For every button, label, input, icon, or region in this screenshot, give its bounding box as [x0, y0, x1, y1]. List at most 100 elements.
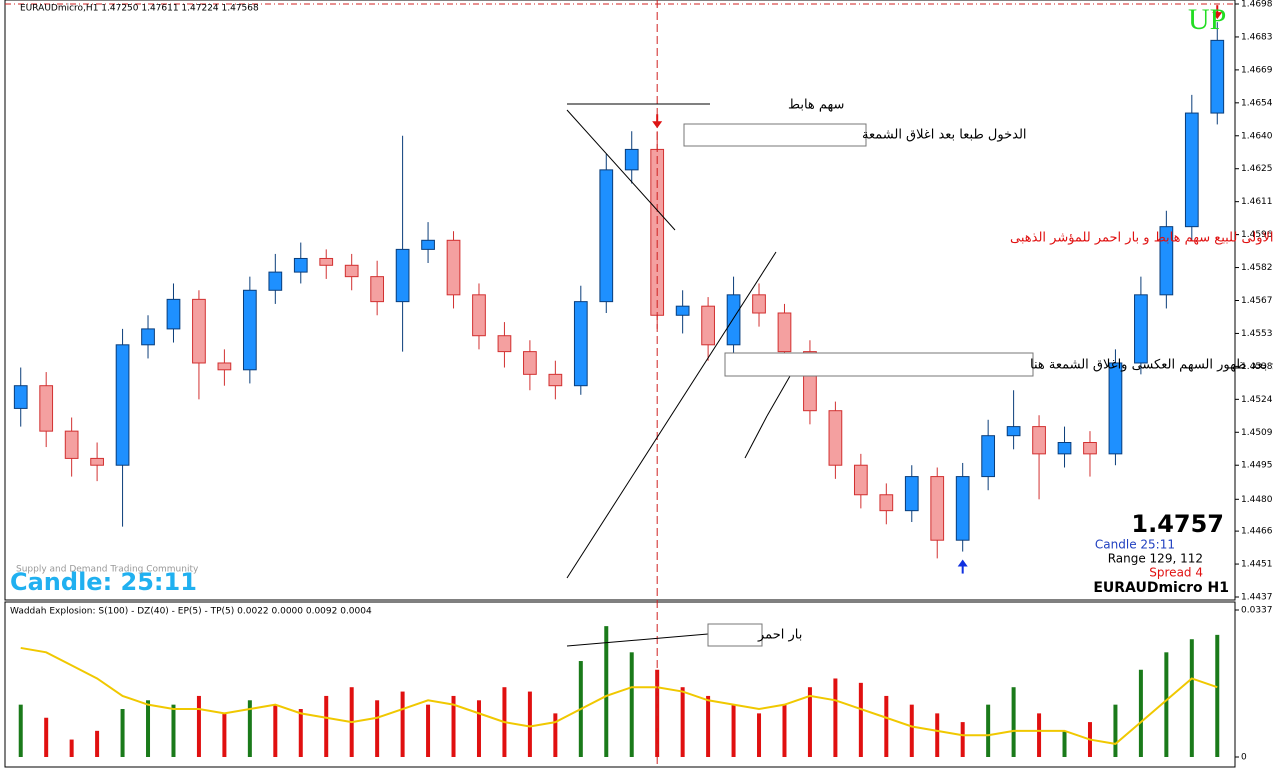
y-tick-label: 1.45240: [1241, 395, 1273, 405]
histogram-bar: [629, 652, 634, 757]
y-tick-label: 0: [1241, 753, 1247, 763]
signal-arrow: [957, 559, 968, 567]
candle-body: [497, 335, 512, 353]
histogram-bar: [1164, 652, 1169, 757]
histogram-bar: [120, 709, 125, 757]
histogram-bar: [69, 739, 74, 757]
candle-body: [1108, 362, 1123, 455]
y-tick-label: 1.46255: [1241, 164, 1273, 174]
y-tick-label: 1.46110: [1241, 197, 1273, 207]
histogram-bar: [1011, 687, 1016, 757]
indicator-panel: [4, 601, 1236, 768]
candle-body: [395, 248, 410, 303]
candle-body: [981, 435, 996, 478]
candle-timer-large: Candle: 25:11: [10, 568, 197, 596]
pointer-line: [566, 633, 709, 647]
candle-body: [1057, 442, 1072, 455]
histogram-bar: [171, 704, 176, 757]
annotation: الدخول طبعا بعد اغلاق الشمعة: [862, 128, 1027, 143]
y-tick-label: 1.46545: [1241, 98, 1273, 108]
y-tick-label: 1.46400: [1241, 131, 1273, 141]
histogram-bar: [527, 691, 532, 757]
y-tick-label: 1.44800: [1241, 495, 1273, 505]
range-label: Range 129, 112: [1108, 552, 1203, 566]
annotation: الخروج بعد ظهور السهم العكسى واغلاق الشم…: [1030, 358, 1273, 373]
histogram-bar: [44, 717, 49, 757]
spread-label: Spread 4: [1149, 566, 1203, 580]
candle-body: [421, 239, 435, 250]
histogram-bar: [1189, 639, 1194, 757]
header: EURAUDmicro,H1 1.47250 1.47611 1.47224 1…: [20, 4, 259, 14]
annotation: سهم هابط: [788, 98, 844, 113]
candle-body: [1159, 226, 1174, 296]
histogram-bar: [884, 695, 889, 757]
histogram-bar: [680, 687, 685, 757]
candle-body: [192, 298, 206, 364]
candle-body: [1210, 39, 1225, 114]
annotation: بار احمر: [757, 628, 802, 643]
symbol-label: EURAUDmicro H1: [1093, 580, 1229, 596]
histogram-bar: [1037, 713, 1042, 757]
histogram-bar: [935, 713, 940, 757]
pointer-line: [744, 415, 768, 459]
candle-body: [624, 148, 639, 171]
histogram-bar: [604, 626, 609, 757]
y-tick-label: 1.45095: [1241, 428, 1273, 438]
candle-body: [879, 494, 894, 512]
histogram-bar: [324, 695, 329, 757]
histogram-bar: [706, 695, 711, 757]
price-panel: [4, 0, 1236, 601]
histogram-bar: [909, 704, 914, 757]
y-tick-label: 1.45530: [1241, 329, 1273, 339]
histogram-bar: [247, 700, 252, 757]
pointer-line: [766, 375, 791, 417]
candle-body: [701, 305, 715, 346]
histogram-bar: [553, 713, 558, 757]
candle-body: [1032, 426, 1046, 455]
y-tick-label: 1.45675: [1241, 296, 1273, 306]
histogram-bar: [757, 713, 762, 757]
signal-line: [20, 646, 1218, 745]
candle-body: [1184, 112, 1199, 228]
histogram-bar: [476, 700, 481, 757]
candle-body: [904, 476, 919, 512]
up-label: UP: [1188, 3, 1226, 36]
candle-body: [472, 294, 486, 337]
candle-body: [675, 305, 690, 316]
candle-body: [293, 257, 308, 273]
candle-body: [344, 264, 359, 278]
pointer-line: [566, 109, 676, 231]
histogram-bar: [1062, 730, 1067, 757]
histogram-bar: [1215, 634, 1220, 757]
y-tick-label: 0.0337: [1241, 606, 1273, 616]
price-label: 1.4757: [1131, 510, 1224, 538]
histogram-bar: [986, 704, 991, 757]
candle-body: [64, 430, 79, 459]
y-tick-label: 1.45820: [1241, 263, 1273, 273]
candle-body: [39, 385, 54, 432]
indicator-title: Waddah Explosion: S(100) - DZ(40) - EP(5…: [10, 607, 372, 617]
candle-body: [752, 294, 766, 314]
annotation: الحالة الاولى للبيع سهم هابط و بار احمر …: [1010, 231, 1273, 246]
annotation-box: [724, 352, 1034, 377]
histogram-bar: [298, 709, 303, 757]
pointer-line: [566, 251, 777, 579]
histogram-bar: [196, 695, 201, 757]
y-tick-label: 1.44660: [1241, 527, 1273, 537]
y-tick-label: 1.44950: [1241, 461, 1273, 471]
candle-body: [370, 276, 385, 303]
candle-body: [777, 312, 792, 353]
watermark: Supply and Demand Trading Community: [16, 565, 199, 575]
histogram-bar: [222, 713, 227, 757]
candle-body: [268, 271, 283, 291]
candle-body: [242, 289, 257, 371]
candle-body: [1134, 294, 1148, 364]
histogram-bar: [807, 687, 812, 757]
candle-body: [13, 385, 28, 409]
candle-body: [548, 373, 563, 387]
histogram-bar: [833, 678, 838, 757]
candle-body: [599, 169, 614, 303]
annotation-box: [683, 123, 867, 147]
